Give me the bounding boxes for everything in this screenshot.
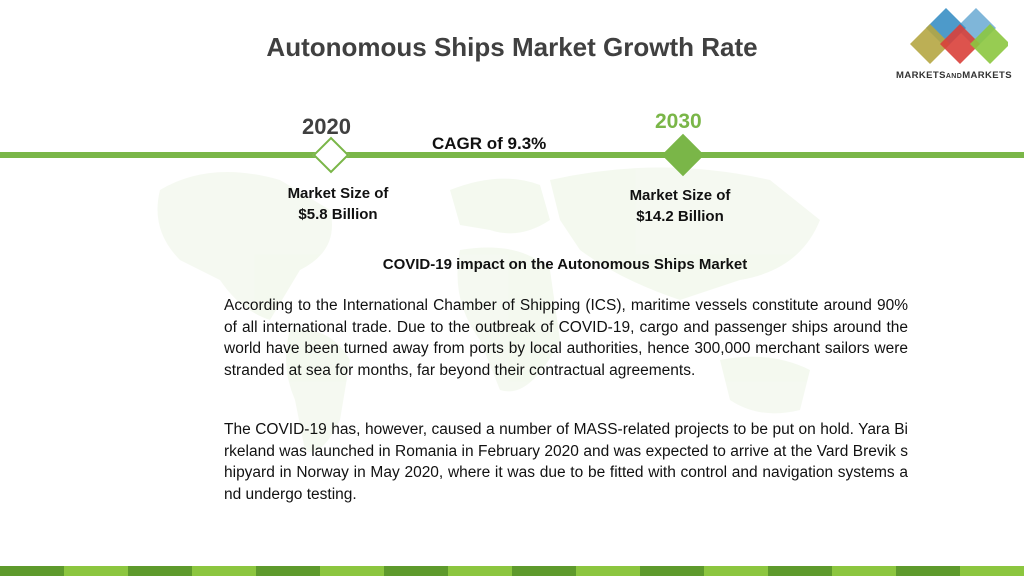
markets-and-markets-logo: MARKETSANDMARKETS: [882, 0, 1024, 96]
diamond-cluster-icon: [910, 8, 1008, 64]
footer-color-bar: [0, 566, 1024, 576]
timeline-bar: [0, 152, 1024, 158]
world-map-watermark: [157, 167, 820, 452]
end-market-size: Market Size of $14.2 Billion: [629, 187, 731, 225]
cagr-label: CAGR of 9.3%: [432, 134, 547, 153]
covid-paragraph-1: According to the International Chamber o…: [224, 297, 908, 379]
covid-paragraph-2: The COVID-19 has, however, caused a numb…: [224, 421, 908, 503]
start-market-size: Market Size of $5.8 Billion: [287, 185, 389, 223]
end-year-label: 2030: [655, 110, 702, 133]
start-year-label: 2020: [302, 114, 351, 139]
page-title: Autonomous Ships Market Growth Rate: [266, 32, 758, 62]
logo-wordmark: MARKETSANDMARKETS: [896, 70, 1012, 81]
covid-impact-heading: COVID-19 impact on the Autonomous Ships …: [382, 256, 748, 273]
